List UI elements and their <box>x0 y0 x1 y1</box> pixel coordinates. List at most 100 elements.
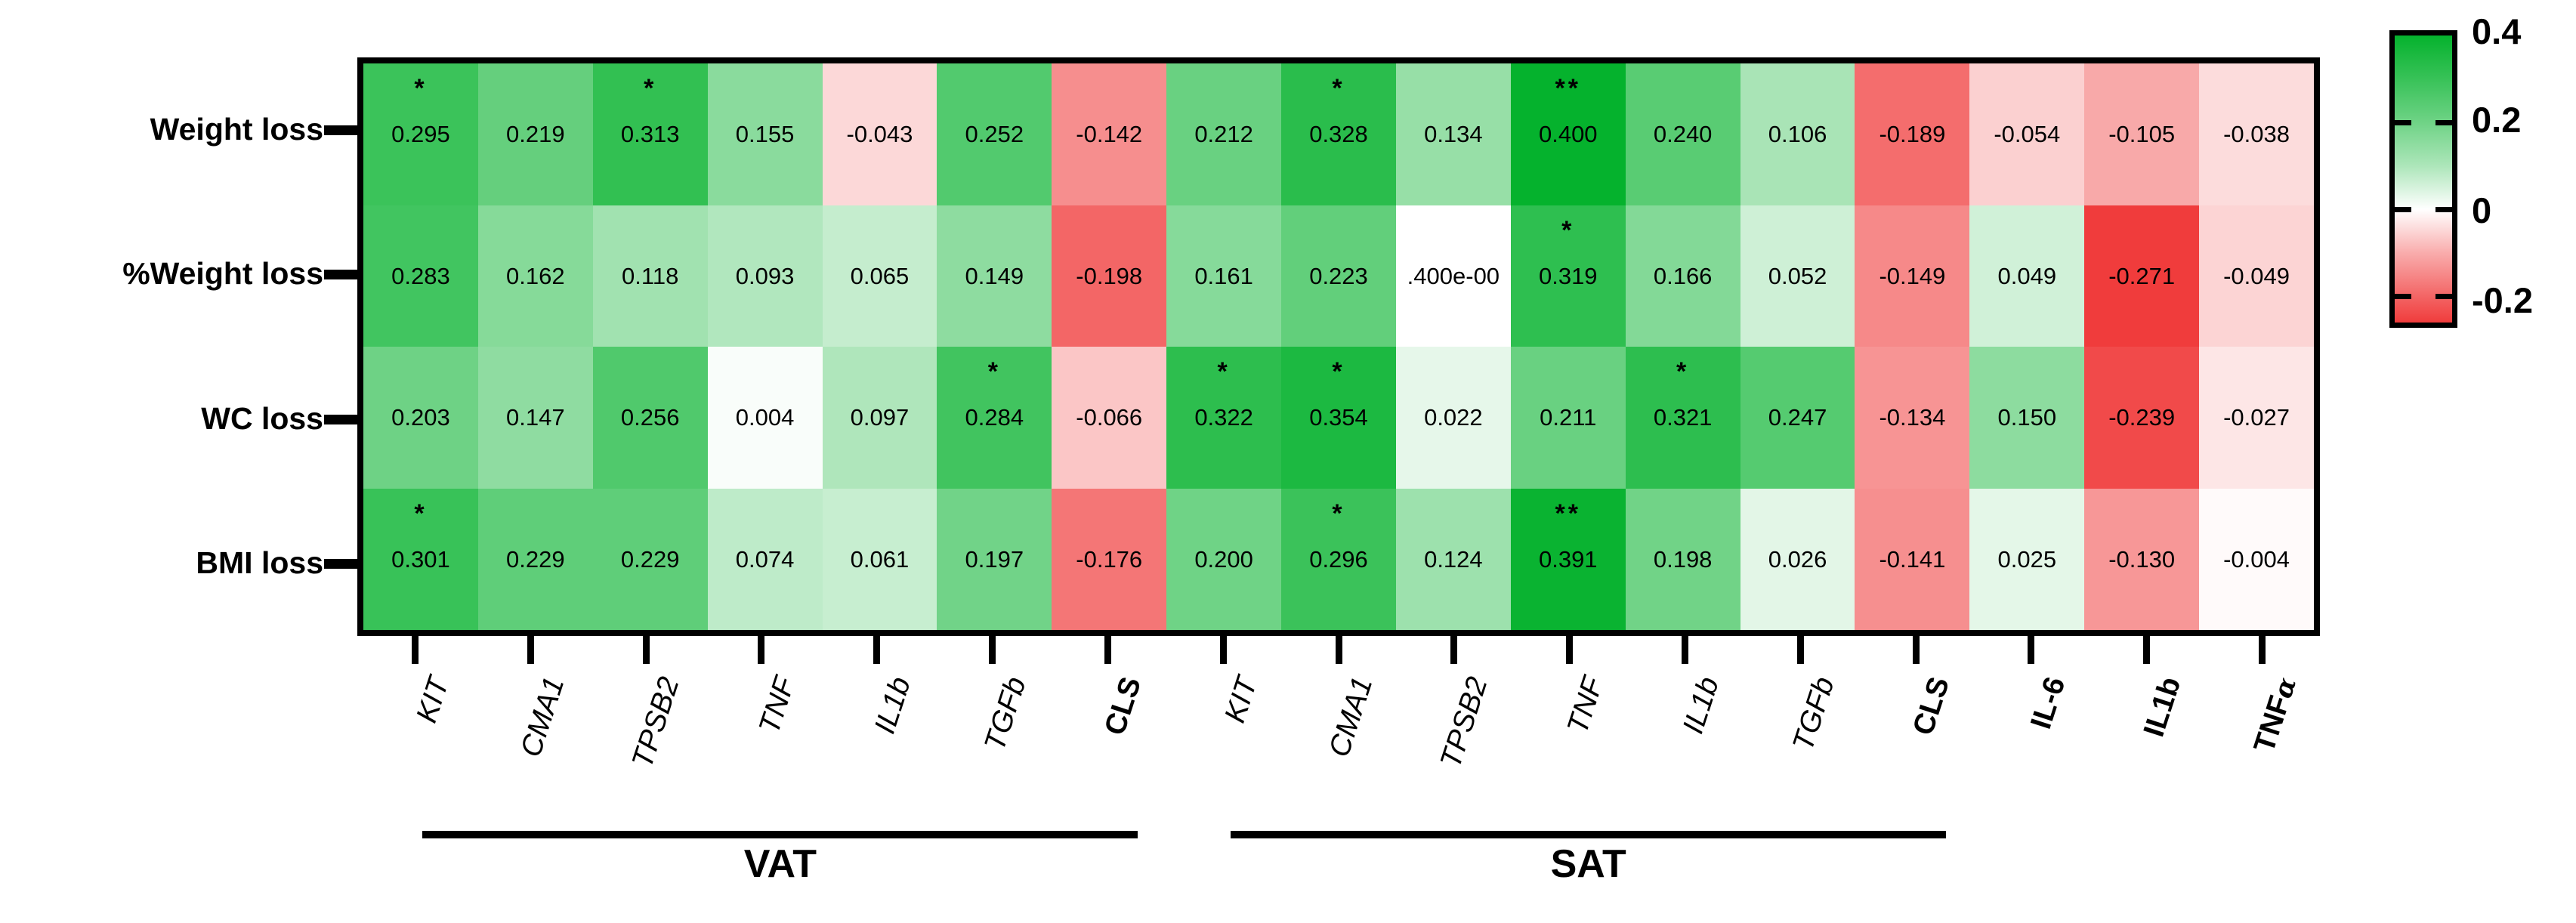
heatmap-cell: 0.198 <box>1625 488 1740 630</box>
x-tick-mark <box>1450 636 1458 664</box>
cell-value: -0.043 <box>846 121 913 148</box>
col-label-tgfb: TGFb <box>1786 673 1841 755</box>
cell-value: -0.004 <box>2223 545 2290 573</box>
heatmap-cell: -0.142 <box>1052 63 1167 205</box>
heatmap-cell: 0.283 <box>363 205 478 347</box>
cell-value: 0.354 <box>1309 404 1368 431</box>
x-tick-mark <box>1681 636 1688 664</box>
x-tick-mark <box>1335 636 1342 664</box>
x-tick-mark <box>527 636 534 664</box>
cell-value: 0.296 <box>1309 545 1368 573</box>
col-label-il1b: IL1b <box>868 673 917 738</box>
colorbar-tick-left <box>2395 120 2411 126</box>
cell-value: -0.066 <box>1076 404 1143 431</box>
cell-value: -0.134 <box>1879 404 1946 431</box>
significance-marker: * <box>1561 215 1575 245</box>
cell-value: -0.105 <box>2108 121 2176 148</box>
cell-value: -0.142 <box>1076 121 1143 148</box>
cell-value: 0.097 <box>850 404 910 431</box>
heatmap-cell: -0.134 <box>1855 347 1970 489</box>
heatmap-cell: 0.106 <box>1740 63 1855 205</box>
significance-marker: ** <box>1555 74 1581 103</box>
heatmap-cell: -0.239 <box>2084 347 2200 489</box>
row-label-bmi-loss: BMI loss <box>196 545 323 581</box>
heatmap-cell: 0.197 <box>937 488 1052 630</box>
cell-value: 0.118 <box>622 262 679 289</box>
col-label-il1b: IL1b <box>1676 673 1725 738</box>
colorbar-label-0_2: 0.2 <box>2472 100 2522 140</box>
cell-value: 0.061 <box>850 545 910 573</box>
cell-value: 0.284 <box>965 404 1024 431</box>
heatmap-cell: 0.074 <box>707 488 823 630</box>
x-tick-mark <box>758 636 765 664</box>
heatmap-cell: 0.200 <box>1166 488 1282 630</box>
cell-value: 0.229 <box>506 545 565 573</box>
cell-value: .400e-00 <box>1407 262 1500 289</box>
heatmap-cell: -0.271 <box>2084 205 2200 347</box>
cell-value: 0.161 <box>1194 262 1253 289</box>
row-label--weight-loss: %Weight loss <box>122 256 323 292</box>
x-tick-mark <box>1104 636 1111 664</box>
cell-value: 0.149 <box>965 262 1024 289</box>
cell-value: 0.049 <box>1997 262 2057 289</box>
cell-value: 0.022 <box>1424 404 1483 431</box>
col-label-cls: CLS <box>1907 673 1957 739</box>
row-label-wc-loss: WC loss <box>201 400 323 436</box>
cell-value: 0.065 <box>850 262 910 289</box>
heatmap-cell: -0.038 <box>2199 63 2314 205</box>
heatmap-cell: 0.203 <box>363 347 478 489</box>
cell-value: 0.166 <box>1653 262 1713 289</box>
col-label-tnf: TNFα <box>2247 674 2303 757</box>
heatmap-cell: -0.149 <box>1855 205 1970 347</box>
heatmap-cell: 0.147 <box>477 347 593 489</box>
cell-value: 0.147 <box>506 404 565 431</box>
cell-value: 0.162 <box>506 262 565 289</box>
cell-value: 0.391 <box>1538 545 1598 573</box>
significance-marker: * <box>1217 357 1231 386</box>
heatmap-cell: -0.105 <box>2084 63 2200 205</box>
col-label-cma1: CMA1 <box>514 673 571 761</box>
heatmap-cell: * 0.301 <box>363 488 478 630</box>
col-label-suffix: α <box>2267 674 2303 702</box>
cell-value: 0.198 <box>1653 545 1713 573</box>
heatmap-cell: ** 0.391 <box>1510 488 1626 630</box>
cell-value: 0.240 <box>1653 121 1713 148</box>
heatmap-cell: 0.061 <box>822 488 937 630</box>
heatmap-cell: 0.219 <box>477 63 593 205</box>
x-tick-mark <box>2259 636 2266 664</box>
x-tick-mark <box>1219 636 1227 664</box>
cell-value: -0.189 <box>1879 121 1946 148</box>
heatmap-cell: 0.155 <box>707 63 823 205</box>
cell-value: -0.130 <box>2108 545 2176 573</box>
col-label-tgfb: TGFb <box>978 673 1033 755</box>
y-tick-mark <box>324 559 357 570</box>
heatmap-cell: 0.026 <box>1740 488 1855 630</box>
heatmap-cell: -0.049 <box>2199 205 2314 347</box>
significance-marker: * <box>1332 74 1345 103</box>
heatmap-cell: 0.093 <box>707 205 823 347</box>
cell-value: -0.054 <box>1994 121 2061 148</box>
cell-value: 0.400 <box>1538 121 1598 148</box>
heatmap-grid: * 0.295 0.219 * 0.313 0.155 -0.043 0.252 -0.142 0… <box>357 57 2320 636</box>
cell-value: 0.074 <box>735 545 795 573</box>
heatmap-cell: ** 0.400 <box>1510 63 1626 205</box>
colorbar-tick-left <box>2395 294 2411 300</box>
heatmap-cell: 0.229 <box>477 488 593 630</box>
col-label-kit: KIT <box>1218 673 1264 727</box>
cell-value: 0.093 <box>735 262 795 289</box>
colorbar <box>2389 30 2457 328</box>
cell-value: 0.134 <box>1424 121 1483 148</box>
cell-value: -0.049 <box>2223 262 2290 289</box>
group-label-sat: SAT <box>1550 842 1626 886</box>
cell-value: 0.155 <box>735 121 795 148</box>
colorbar-tick-left <box>2395 207 2411 213</box>
heatmap-cell: 0.004 <box>707 347 823 489</box>
heatmap-cell: * 0.322 <box>1166 347 1282 489</box>
cell-value: 0.004 <box>735 404 795 431</box>
x-tick-mark <box>1566 636 1574 664</box>
cell-value: 0.313 <box>620 121 680 148</box>
row-label-weight-loss: Weight loss <box>150 111 323 147</box>
significance-marker: * <box>1332 499 1345 528</box>
heatmap-cell: 0.240 <box>1625 63 1740 205</box>
cell-value: 0.283 <box>391 262 450 289</box>
